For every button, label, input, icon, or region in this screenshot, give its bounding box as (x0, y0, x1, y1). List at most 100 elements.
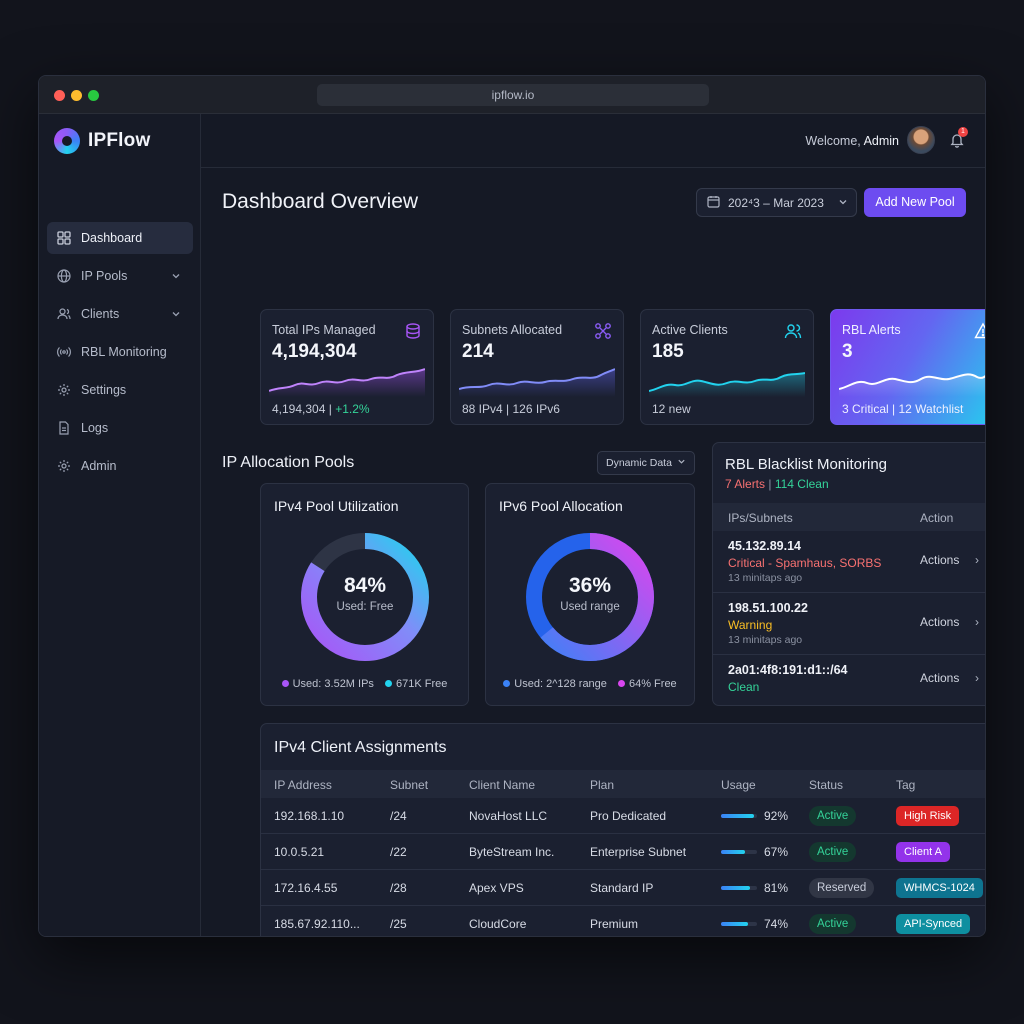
legend-dot (503, 680, 511, 687)
stat-footer: 3 Critical | 12 Watchlist (842, 402, 964, 416)
add-new-pool-button[interactable]: Add New Pool (864, 188, 966, 217)
sidebar-item-admin[interactable]: Admin (47, 450, 193, 482)
donut-center: 84% Used: Free (298, 574, 432, 613)
warning-icon (974, 322, 985, 340)
app-name: IPFlow (88, 130, 151, 151)
calendar-icon (707, 195, 720, 211)
table-header: IP Address Subnet Client Name Plan Usage… (261, 770, 985, 798)
sidebar-item-dashboard[interactable]: Dashboard (47, 222, 193, 254)
gear-icon (57, 459, 71, 473)
browser-window: ipflow.io IPFlow Dashboard IP Pools (38, 75, 986, 937)
rbl-time: 13 minitaps ago (728, 572, 803, 584)
table-row[interactable]: 10.0.5.21 /22 ByteStream Inc. Enterprise… (261, 834, 985, 870)
sidebar-item-logs[interactable]: Logs (47, 412, 193, 444)
sidebar-item-label: Dashboard (81, 231, 143, 245)
stat-label: Active Clients (652, 323, 728, 337)
chevron-right-icon[interactable]: › (975, 671, 979, 685)
column-header[interactable]: Plan (590, 778, 615, 792)
sparkline-chart (649, 372, 805, 397)
rbl-actions-button[interactable]: Actions (920, 671, 960, 685)
column-header[interactable]: Subnet (390, 778, 429, 792)
stat-card-total-ips[interactable]: Total IPs Managed 4,194,304 4,194,304 | … (260, 309, 434, 425)
users-icon (57, 307, 71, 321)
column-header[interactable]: Status (809, 778, 844, 792)
ipv6-pool-card: IPv6 Pool Allocation 36% Used range Used… (485, 483, 695, 706)
title-bar: ipflow.io (39, 76, 985, 114)
close-window-button[interactable] (54, 90, 65, 101)
donut-legend: Used: 3.52M IPs 671K Free (261, 678, 468, 690)
legend-used: Used: 2^128 range (514, 678, 607, 690)
sidebar-item-rbl-monitoring[interactable]: RBL Monitoring (47, 336, 193, 368)
main-content: Dashboard Overview 202⁴3 – Mar 2023 Add … (201, 168, 985, 936)
data-filter-dropdown[interactable]: Dynamic Data (597, 451, 695, 475)
chevron-down-icon (838, 196, 848, 210)
rbl-row[interactable]: 2a01:4f8:191:d1::/64 Clean Actions › (713, 655, 985, 705)
file-icon (57, 421, 71, 435)
donut-center: 36% Used range (523, 574, 657, 613)
minimize-window-button[interactable] (71, 90, 82, 101)
stat-label: Total IPs Managed (272, 323, 376, 337)
subnet: /25 (390, 917, 407, 931)
usage-bar-fill (721, 922, 748, 926)
usage-percent: 67% (764, 845, 789, 859)
rbl-clean-count: 114 Clean (774, 477, 829, 491)
table-row[interactable]: 192.168.1.10 /24 NovaHost LLC Pro Dedica… (261, 798, 985, 834)
usage-bar (721, 886, 757, 890)
maximize-window-button[interactable] (88, 90, 99, 101)
sidebar-item-label: Settings (81, 383, 127, 397)
stat-card-subnets[interactable]: Subnets Allocated 214 88 IPv4 | 126 IPv6 (450, 309, 624, 425)
date-range-picker[interactable]: 202⁴3 – Mar 2023 (696, 188, 857, 217)
stat-label: Subnets Allocated (462, 323, 563, 337)
sidebar-item-clients[interactable]: Clients (47, 298, 193, 330)
column-header: Action (920, 511, 954, 525)
tag-badge[interactable]: API-Synced (896, 914, 971, 934)
client-name: NovaHost LLC (469, 809, 548, 823)
usage-percent: 74% (764, 917, 789, 931)
rbl-status: Warning (728, 618, 773, 632)
user-name: Admin (863, 134, 899, 148)
address-bar[interactable]: ipflow.io (317, 84, 709, 106)
donut-percentage: 84% (343, 574, 387, 597)
client-table: IP Address Subnet Client Name Plan Usage… (261, 770, 985, 936)
legend-dot (281, 680, 289, 687)
sidebar-item-settings[interactable]: Settings (47, 374, 193, 406)
sparkline-chart (269, 368, 425, 397)
column-header[interactable]: Tag (896, 778, 916, 792)
legend-dot (617, 680, 625, 687)
card-title: RBL Blacklist Monitoring (725, 456, 888, 473)
rbl-actions-button[interactable]: Actions (920, 553, 960, 567)
avatar[interactable] (907, 126, 935, 154)
table-row[interactable]: 185.67.92.110... /25 CloudCore Premium 7… (261, 906, 985, 936)
stat-label: RBL Alerts (842, 323, 901, 337)
table-row[interactable]: 172.16.4.55 /28 Apex VPS Standard IP 81%… (261, 870, 985, 906)
rbl-row[interactable]: 45.132.89.14 Critical - Spamhaus, SORBS … (713, 531, 985, 593)
chevron-right-icon[interactable]: › (975, 553, 979, 567)
client-assignments-card: IPv4 Client Assignments IP Address Subne… (260, 723, 985, 936)
tag-badge[interactable]: High Risk (896, 806, 960, 826)
column-header[interactable]: Usage (721, 778, 756, 792)
stat-footer-watchlist: 12 Watchlist (898, 402, 964, 416)
tag-badge[interactable]: Client A (896, 842, 950, 862)
app-logo[interactable]: IPFlow (54, 128, 150, 154)
stat-value: 214 (462, 341, 494, 362)
rbl-actions-button[interactable]: Actions (920, 615, 960, 629)
tag-badge[interactable]: WHMCS-1024 (896, 878, 983, 898)
chevron-down-icon (171, 270, 181, 284)
stat-footer-change: +1.2% (335, 402, 370, 416)
rbl-table-header: IPs/Subnets Action (713, 503, 985, 531)
notification-badge: 1 (958, 127, 968, 137)
stat-card-rbl-alerts[interactable]: RBL Alerts 3 3 Critical | 12 Watchlist (830, 309, 985, 425)
chevron-right-icon[interactable]: › (975, 615, 979, 629)
rbl-row[interactable]: 198.51.100.22 Warning 13 minitaps ago Ac… (713, 593, 985, 655)
column-header[interactable]: IP Address (274, 778, 332, 792)
stat-footer: 4,194,304 | +1.2% (272, 402, 370, 416)
usage-bar-fill (721, 886, 751, 890)
stat-value: 4,194,304 (272, 341, 357, 362)
usage-bar (721, 922, 757, 926)
stat-card-clients[interactable]: Active Clients 185 12 new (640, 309, 814, 425)
stat-footer-total: 4,194,304 (272, 402, 326, 416)
column-header[interactable]: Client Name (469, 778, 536, 792)
sparkline-chart (459, 368, 615, 397)
stat-footer-critical: 3 Critical (842, 402, 889, 416)
sidebar-item-ip-pools[interactable]: IP Pools (47, 260, 193, 292)
